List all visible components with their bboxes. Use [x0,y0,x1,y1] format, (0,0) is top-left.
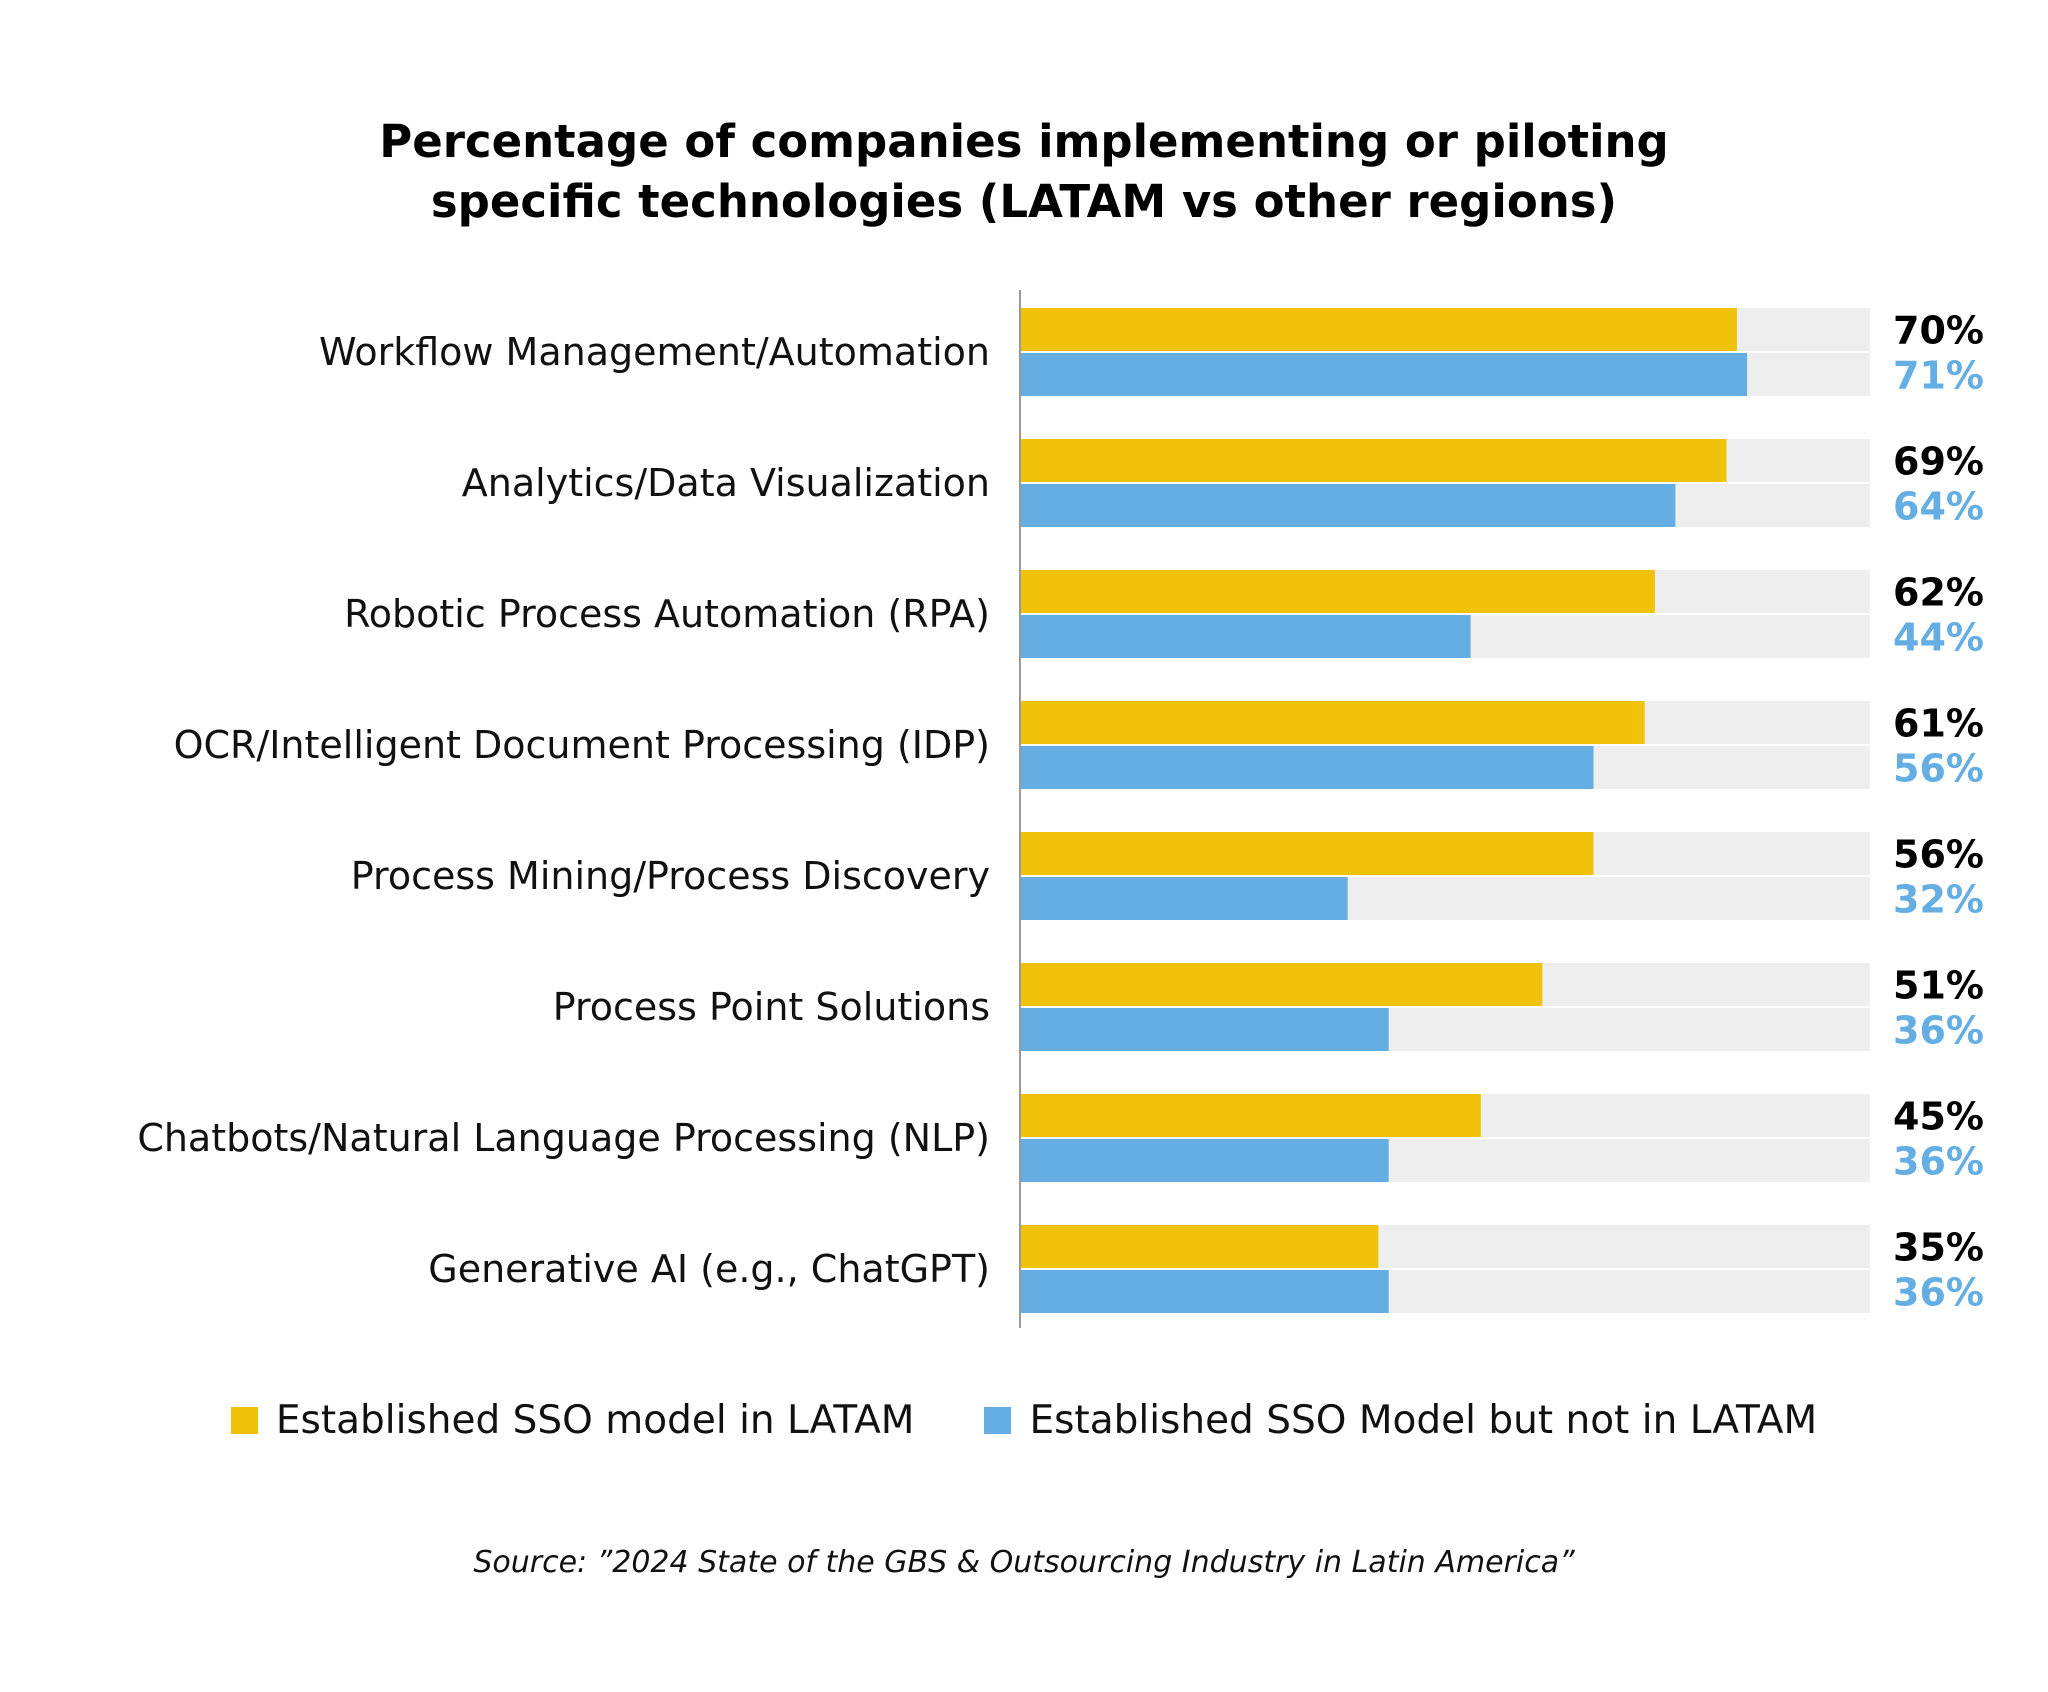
bar-not-latam [1020,615,1471,658]
chart-title-line-2: specific technologies (LATAM vs other re… [430,175,1618,228]
category-label: Generative AI (e.g., ChatGPT) [428,1247,990,1291]
bar-not-latam [1020,1270,1389,1313]
bar-not-latam [1020,746,1594,789]
category-label: Robotic Process Automation (RPA) [344,592,990,636]
bar-latam [1020,308,1737,351]
legend-label-not-latam: Established SSO Model but not in LATAM [1029,1398,1818,1443]
legend-swatch-not-latam [984,1407,1012,1434]
legend-item-latam: Established SSO model in LATAM [230,1398,915,1443]
value-label-latam: 51% [1893,964,1984,1008]
value-label-not-latam: 36% [1893,1140,1984,1184]
value-label-latam: 45% [1893,1095,1984,1139]
value-label-not-latam: 44% [1893,616,1984,660]
value-label-not-latam: 71% [1893,354,1984,398]
category-label: OCR/Intelligent Document Processing (IDP… [174,723,990,767]
value-label-latam: 35% [1893,1226,1984,1270]
bar-latam [1020,439,1727,482]
category-labels: Workflow Management/Automation Analytics/… [137,330,990,1291]
source-note: Source: ”2024 State of the GBS & Outsour… [473,1545,1575,1580]
value-label-not-latam: 36% [1893,1271,1984,1315]
value-label-latam: 69% [1893,440,1984,484]
value-label-not-latam: 64% [1893,485,1984,529]
chart-title: Percentage of companies implementing or … [0,112,2048,232]
bar-latam [1020,1094,1481,1137]
legend-label-latam: Established SSO model in LATAM [275,1398,915,1443]
legend-swatch-latam [230,1407,258,1434]
legend-item-not-latam: Established SSO Model but not in LATAM [984,1398,1817,1443]
value-label-latam: 70% [1893,309,1984,353]
chart-title-line-1: Percentage of companies implementing or … [379,115,1669,168]
legend: Established SSO model in LATAM Establish… [0,1398,2048,1443]
bar-not-latam [1020,1139,1389,1182]
bar-not-latam [1020,1008,1389,1051]
value-label-not-latam: 36% [1893,1009,1984,1053]
value-label-latam: 62% [1893,571,1984,615]
bar-latam [1020,963,1543,1006]
value-label-not-latam: 56% [1893,747,1984,791]
bar-latam [1020,1225,1379,1268]
bar-not-latam [1020,877,1348,920]
category-label: Chatbots/Natural Language Processing (NL… [137,1116,990,1160]
category-label: Process Point Solutions [553,985,990,1029]
category-label: Workflow Management/Automation [319,330,990,374]
category-label: Process Mining/Process Discovery [351,854,990,898]
bars [1020,308,1748,1313]
bar-not-latam [1020,484,1676,527]
value-label-not-latam: 32% [1893,878,1984,922]
category-label: Analytics/Data Visualization [462,461,990,505]
value-labels: 70%71%69%64%62%44%61%56%56%32%51%36%45%3… [1893,309,1984,1315]
value-label-latam: 56% [1893,833,1984,877]
value-label-latam: 61% [1893,702,1984,746]
bar-not-latam [1020,353,1748,396]
bar-latam [1020,570,1655,613]
bar-latam [1020,701,1645,744]
bar-latam [1020,832,1594,875]
